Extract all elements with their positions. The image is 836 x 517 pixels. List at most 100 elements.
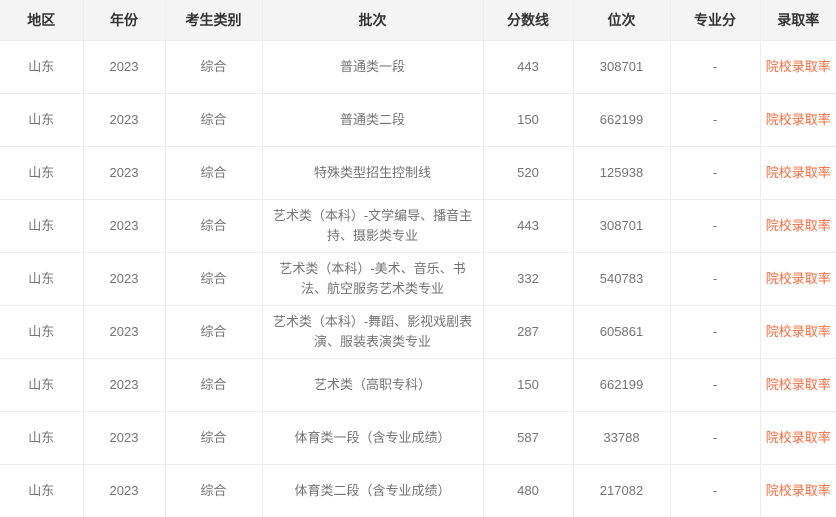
category-cell: 综合 <box>165 94 262 147</box>
rank-cell: 662199 <box>573 94 670 147</box>
admission-rate-link[interactable]: 院校录取率 <box>766 271 831 286</box>
score-line-cell: 480 <box>483 465 573 517</box>
rank-cell: 662199 <box>573 359 670 412</box>
year-cell: 2023 <box>83 200 165 253</box>
col-header-batch: 批次 <box>262 0 483 41</box>
year-cell: 2023 <box>83 359 165 412</box>
header-row: 地区 年份 考生类别 批次 分数线 位次 专业分 录取率 <box>0 0 836 41</box>
col-header-region: 地区 <box>0 0 83 41</box>
year-cell: 2023 <box>83 306 165 359</box>
admission-rate-cell: 院校录取率 <box>760 41 836 94</box>
category-cell: 综合 <box>165 147 262 200</box>
batch-cell: 艺术类（高职专科） <box>262 359 483 412</box>
admission-rate-cell: 院校录取率 <box>760 359 836 412</box>
category-cell: 综合 <box>165 306 262 359</box>
batch-cell: 艺术类（本科）-文学编导、播音主持、摄影类专业 <box>262 200 483 253</box>
table-row: 山东 2023 综合 特殊类型招生控制线 520 125938 - 院校录取率 <box>0 147 836 200</box>
score-line-cell: 520 <box>483 147 573 200</box>
rank-cell: 125938 <box>573 147 670 200</box>
admission-rate-cell: 院校录取率 <box>760 147 836 200</box>
major-score-cell: - <box>670 94 760 147</box>
admission-rate-cell: 院校录取率 <box>760 306 836 359</box>
admission-rate-link[interactable]: 院校录取率 <box>766 165 831 180</box>
table-row: 山东 2023 综合 艺术类（本科）-文学编导、播音主持、摄影类专业 443 3… <box>0 200 836 253</box>
score-line-cell: 150 <box>483 359 573 412</box>
rank-cell: 217082 <box>573 465 670 517</box>
major-score-cell: - <box>670 200 760 253</box>
admission-rate-link[interactable]: 院校录取率 <box>766 430 831 445</box>
col-header-rank: 位次 <box>573 0 670 41</box>
major-score-cell: - <box>670 306 760 359</box>
major-score-cell: - <box>670 359 760 412</box>
table-row: 山东 2023 综合 体育类二段（含专业成绩） 480 217082 - 院校录… <box>0 465 836 517</box>
admission-rate-link[interactable]: 院校录取率 <box>766 377 831 392</box>
year-cell: 2023 <box>83 41 165 94</box>
region-cell: 山东 <box>0 41 83 94</box>
major-score-cell: - <box>670 465 760 517</box>
admission-rate-cell: 院校录取率 <box>760 465 836 517</box>
col-header-admission-rate: 录取率 <box>760 0 836 41</box>
major-score-cell: - <box>670 253 760 306</box>
rank-cell: 605861 <box>573 306 670 359</box>
category-cell: 综合 <box>165 41 262 94</box>
table-row: 山东 2023 综合 艺术类（高职专科） 150 662199 - 院校录取率 <box>0 359 836 412</box>
category-cell: 综合 <box>165 465 262 517</box>
region-cell: 山东 <box>0 94 83 147</box>
table-row: 山东 2023 综合 艺术类（本科）-美术、音乐、书法、航空服务艺术类专业 33… <box>0 253 836 306</box>
batch-cell: 体育类二段（含专业成绩） <box>262 465 483 517</box>
table-row: 山东 2023 综合 体育类一段（含专业成绩） 587 33788 - 院校录取… <box>0 412 836 465</box>
admission-rate-link[interactable]: 院校录取率 <box>766 112 831 127</box>
admission-rate-cell: 院校录取率 <box>760 200 836 253</box>
year-cell: 2023 <box>83 412 165 465</box>
region-cell: 山东 <box>0 465 83 517</box>
col-header-year: 年份 <box>83 0 165 41</box>
score-line-cell: 287 <box>483 306 573 359</box>
category-cell: 综合 <box>165 359 262 412</box>
year-cell: 2023 <box>83 94 165 147</box>
col-header-category: 考生类别 <box>165 0 262 41</box>
year-cell: 2023 <box>83 465 165 517</box>
rank-cell: 33788 <box>573 412 670 465</box>
rank-cell: 308701 <box>573 41 670 94</box>
table-row: 山东 2023 综合 普通类一段 443 308701 - 院校录取率 <box>0 41 836 94</box>
table-row: 山东 2023 综合 艺术类（本科）-舞蹈、影视戏剧表演、服装表演类专业 287… <box>0 306 836 359</box>
major-score-cell: - <box>670 41 760 94</box>
admission-rate-cell: 院校录取率 <box>760 94 836 147</box>
region-cell: 山东 <box>0 306 83 359</box>
admission-rate-link[interactable]: 院校录取率 <box>766 483 831 498</box>
year-cell: 2023 <box>83 147 165 200</box>
batch-cell: 普通类二段 <box>262 94 483 147</box>
category-cell: 综合 <box>165 253 262 306</box>
region-cell: 山东 <box>0 412 83 465</box>
score-line-cell: 150 <box>483 94 573 147</box>
admission-rate-cell: 院校录取率 <box>760 253 836 306</box>
region-cell: 山东 <box>0 147 83 200</box>
score-line-cell: 587 <box>483 412 573 465</box>
score-line-cell: 332 <box>483 253 573 306</box>
region-cell: 山东 <box>0 253 83 306</box>
score-line-cell: 443 <box>483 200 573 253</box>
region-cell: 山东 <box>0 200 83 253</box>
batch-cell: 普通类一段 <box>262 41 483 94</box>
batch-cell: 艺术类（本科）-美术、音乐、书法、航空服务艺术类专业 <box>262 253 483 306</box>
category-cell: 综合 <box>165 200 262 253</box>
admission-rate-link[interactable]: 院校录取率 <box>766 324 831 339</box>
year-cell: 2023 <box>83 253 165 306</box>
col-header-major-score: 专业分 <box>670 0 760 41</box>
batch-cell: 艺术类（本科）-舞蹈、影视戏剧表演、服装表演类专业 <box>262 306 483 359</box>
admission-rate-link[interactable]: 院校录取率 <box>766 59 831 74</box>
region-cell: 山东 <box>0 359 83 412</box>
table-row: 山东 2023 综合 普通类二段 150 662199 - 院校录取率 <box>0 94 836 147</box>
rank-cell: 540783 <box>573 253 670 306</box>
batch-cell: 特殊类型招生控制线 <box>262 147 483 200</box>
score-line-cell: 443 <box>483 41 573 94</box>
category-cell: 综合 <box>165 412 262 465</box>
major-score-cell: - <box>670 147 760 200</box>
admission-rate-cell: 院校录取率 <box>760 412 836 465</box>
batch-cell: 体育类一段（含专业成绩） <box>262 412 483 465</box>
col-header-score-line: 分数线 <box>483 0 573 41</box>
admission-rate-link[interactable]: 院校录取率 <box>766 218 831 233</box>
major-score-cell: - <box>670 412 760 465</box>
rank-cell: 308701 <box>573 200 670 253</box>
